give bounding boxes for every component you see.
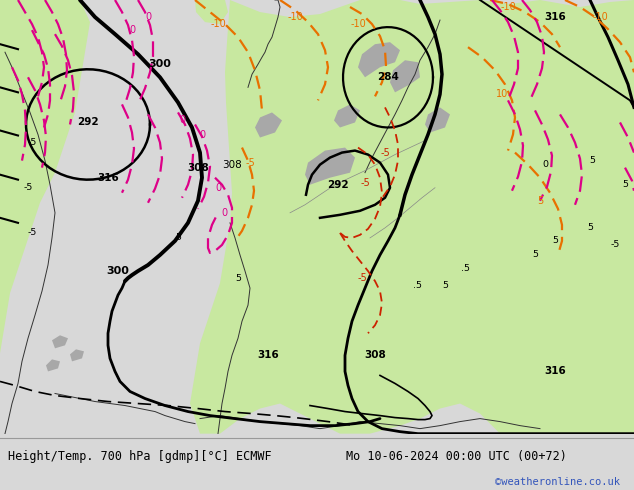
Text: 292: 292 [77,118,99,127]
Text: -10: -10 [592,12,608,22]
Polygon shape [390,60,420,92]
Text: 5: 5 [622,180,628,189]
Polygon shape [370,335,382,343]
Text: 10: 10 [496,89,508,99]
Text: -5: -5 [245,158,255,168]
Text: 5: 5 [589,156,595,165]
Text: -10: -10 [500,2,516,12]
Polygon shape [334,104,360,127]
Text: -5: -5 [27,138,37,147]
Polygon shape [70,349,84,362]
Text: 308: 308 [222,160,242,170]
Text: Mo 10-06-2024 00:00 UTC (00+72): Mo 10-06-2024 00:00 UTC (00+72) [346,450,566,463]
Text: 300: 300 [107,266,129,276]
Text: 300: 300 [148,59,171,69]
Text: -5: -5 [380,147,390,158]
Text: 0: 0 [542,160,548,169]
Polygon shape [0,0,90,353]
Text: 5: 5 [175,233,181,243]
Text: 0: 0 [179,116,185,125]
Polygon shape [52,335,68,348]
Text: -5: -5 [611,241,619,249]
Text: -5: -5 [357,273,367,283]
Text: -10: -10 [287,12,303,22]
Text: 0: 0 [145,12,151,22]
Text: .5: .5 [460,264,470,272]
Polygon shape [195,0,228,24]
Polygon shape [46,359,60,371]
Text: -5: -5 [23,183,33,192]
Text: -5: -5 [360,178,370,188]
Polygon shape [0,0,70,62]
Text: 5: 5 [235,273,241,283]
Text: 308: 308 [187,163,209,172]
Polygon shape [330,336,348,348]
Text: ©weatheronline.co.uk: ©weatheronline.co.uk [495,477,620,487]
Polygon shape [425,107,450,132]
Polygon shape [355,345,370,355]
Text: 5: 5 [532,250,538,260]
Polygon shape [190,0,634,434]
Text: 308: 308 [364,350,386,360]
Text: 316: 316 [257,350,279,360]
Text: 292: 292 [327,180,349,190]
Text: 0: 0 [129,25,135,35]
Text: Height/Temp. 700 hPa [gdmp][°C] ECMWF: Height/Temp. 700 hPa [gdmp][°C] ECMWF [8,450,271,463]
Text: -5: -5 [27,228,37,237]
Polygon shape [248,60,285,102]
Text: 316: 316 [97,172,119,183]
Text: 0: 0 [221,208,227,218]
Polygon shape [208,303,298,395]
Text: 0: 0 [199,129,205,140]
Text: 316: 316 [544,367,566,376]
Text: 5: 5 [552,236,558,245]
Polygon shape [248,107,265,124]
Text: 0: 0 [215,183,221,193]
Text: .5: .5 [413,281,422,290]
Text: 316: 316 [544,12,566,22]
Text: 5: 5 [537,196,543,206]
Text: -10: -10 [210,19,226,29]
Text: 5: 5 [587,223,593,232]
Polygon shape [358,42,400,77]
Text: -10: -10 [350,19,366,29]
Text: 5: 5 [442,281,448,290]
Polygon shape [255,112,282,138]
Polygon shape [305,147,355,185]
Text: 284: 284 [377,73,399,82]
